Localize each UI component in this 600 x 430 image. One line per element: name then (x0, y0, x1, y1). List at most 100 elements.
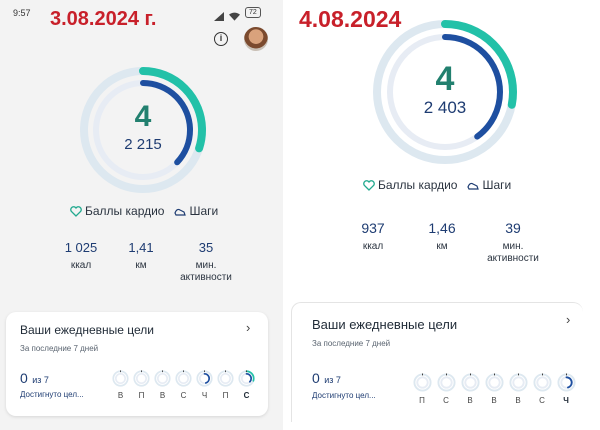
legend-cardio-label: Баллы кардио (378, 178, 458, 192)
rings-legend: Баллы кардио Шаги (70, 204, 218, 218)
day-inner-track (177, 372, 190, 385)
day-inner-progress (240, 372, 253, 385)
info-icon[interactable]: i (214, 32, 228, 46)
daily-goals-card[interactable]: Ваши ежедневные цели › За последние 7 дн… (6, 312, 268, 416)
goals-count-total: из 7 (324, 375, 341, 385)
daily-stats: 1 025 ккал 1,41 км 35 мин. активности (56, 240, 236, 284)
goals-title: Ваши ежедневные цели (312, 317, 458, 332)
steps-value: 2 403 (423, 98, 467, 117)
date-title: 3.08.2024 г. (50, 8, 157, 30)
stat-active-minutes-label: мин. активности (180, 260, 232, 283)
activity-rings (80, 67, 206, 193)
day-label: С (539, 396, 545, 405)
daily-stats: 937 ккал 1,46 км 39 мин. активности (343, 220, 545, 265)
activity-rings (373, 20, 517, 164)
day-ring-icon (133, 370, 150, 387)
day-inner-track (439, 376, 453, 389)
stat-distance-value: 1,41 (128, 240, 154, 255)
stat-active-minutes-label: мин. активности (487, 241, 539, 264)
goals-count-value: 0 (312, 370, 320, 386)
day-inner-track (114, 372, 127, 385)
stat-active-minutes: 39 мин. активности (481, 220, 545, 265)
cardio-points-value: 4 (435, 60, 455, 98)
stat-calories: 937 ккал (343, 220, 403, 265)
day-ring-icon (154, 370, 171, 387)
day-ring-icon (532, 373, 552, 392)
chevron-right-icon[interactable]: › (246, 320, 251, 335)
legend-cardio: Баллы кардио (363, 178, 457, 192)
status-bar-time: 9:57 (13, 8, 31, 18)
day-ring-icon (484, 373, 504, 392)
screenshot-divider (283, 0, 291, 430)
day-ring-icon (460, 373, 480, 392)
day-ring-6: Ч (554, 373, 578, 405)
day-label: В (117, 391, 124, 400)
chevron-right-icon[interactable]: › (566, 312, 571, 327)
day-inner-track (219, 372, 232, 385)
day-ring-4: В (506, 373, 530, 405)
heart-outline-icon (363, 179, 375, 191)
stat-distance-label: км (436, 241, 448, 252)
day-ring-icon (556, 373, 576, 392)
legend-cardio-label: Баллы кардио (85, 204, 165, 218)
rings-legend: Баллы кардио Шаги (363, 178, 511, 192)
signal-icon (214, 8, 224, 21)
cardio-ring-progress (80, 67, 206, 193)
legend-cardio: Баллы кардио (70, 204, 164, 218)
stat-active-minutes-value: 39 (505, 220, 521, 236)
stat-active-minutes-value: 35 (198, 240, 214, 255)
day-ring-5: С (530, 373, 554, 405)
day-ring-icon (412, 373, 432, 392)
goals-subtitle: За последние 7 дней (312, 339, 391, 348)
legend-steps: Шаги (174, 204, 218, 218)
right-screenshot-panel: 4.08.2024 4 2 403 Баллы кардио Шаги 937 … (291, 0, 600, 430)
day-ring-icon (217, 370, 234, 387)
day-inner-track (535, 376, 549, 389)
day-inner-track (463, 376, 477, 389)
stat-active-minutes: 35 мин. активности (176, 240, 236, 284)
stat-calories-label: ккал (70, 260, 92, 271)
day-ring-0: В (110, 370, 131, 400)
cardio-ring-progress (373, 20, 517, 164)
day-ring-icon (112, 370, 129, 387)
daily-goals-card[interactable]: Ваши ежедневные цели › За последние 7 дн… (291, 302, 583, 422)
legend-steps-label: Шаги (482, 178, 512, 192)
day-inner-track (487, 376, 501, 389)
goals-title: Ваши ежедневные цели (20, 323, 154, 337)
day-ring-3: В (482, 373, 506, 405)
day-ring-icon (175, 370, 192, 387)
day-ring-3: С (173, 370, 194, 400)
day-ring-1: С (434, 373, 458, 405)
goals-count-value: 0 (20, 370, 28, 386)
legend-steps: Шаги (467, 178, 511, 192)
goals-count: 0 из 7 (20, 370, 49, 388)
goals-achieved-label: Достигнуто цел... (20, 390, 84, 399)
day-inner-track (415, 376, 429, 389)
stat-calories-label: ккал (362, 241, 384, 252)
steps-ring-progress (387, 34, 503, 150)
legend-steps-label: Шаги (189, 204, 219, 218)
goals-count: 0 из 7 (312, 370, 341, 388)
day-label: В (467, 396, 473, 405)
avatar[interactable] (244, 27, 268, 51)
day-label: Ч (563, 396, 569, 405)
stat-calories-value: 937 (361, 220, 385, 236)
footsteps-icon (174, 208, 187, 216)
wifi-icon (229, 8, 240, 21)
day-inner-track (135, 372, 148, 385)
status-bar-icons: 72 (214, 7, 261, 21)
stat-distance-label: км (135, 260, 147, 271)
stat-distance-value: 1,46 (428, 220, 456, 236)
day-label: С (443, 396, 449, 405)
day-inner-track (511, 376, 525, 389)
day-label: П (138, 391, 145, 400)
goals-subtitle: За последние 7 дней (20, 344, 99, 353)
day-label: В (515, 396, 521, 405)
day-label: Ч (201, 391, 208, 400)
day-ring-5: П (215, 370, 236, 400)
day-label: С (243, 391, 250, 400)
day-inner-track (156, 372, 169, 385)
date-title: 4.08.2024 (299, 6, 402, 32)
